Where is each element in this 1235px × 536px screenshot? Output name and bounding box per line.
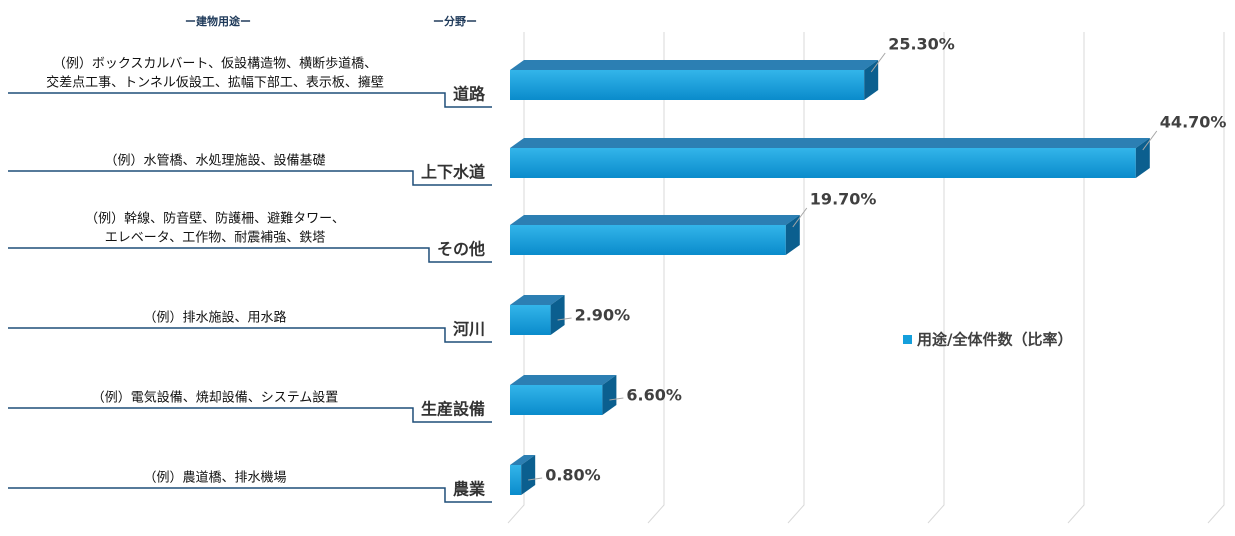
connector-line [8,92,492,108]
bar [510,148,1136,178]
connector-line [8,170,492,186]
category-label: その他 [437,240,485,259]
connector-line [8,487,492,503]
value-label: 2.90% [575,306,631,325]
value-label: 25.30% [888,35,955,54]
bar-side [550,295,565,335]
header-left: ー建物用途ー [185,14,251,28]
bar [510,70,865,100]
example-text: （例）ボックスカルバート、仮設構造物、横断歩道橋、 [53,56,377,72]
grid-line [1207,32,1225,524]
connector-line [8,247,492,263]
bar-side [521,455,536,495]
example-text: 交差点工事、トンネル仮設工、拡幅下部工、表示板、擁壁 [46,75,384,91]
category-label: 生産設備 [421,400,485,419]
bar-top [510,60,879,70]
connector-line [8,327,492,343]
bar-top [510,455,536,465]
bar [510,225,786,255]
bar [510,305,551,335]
value-label: 0.80% [545,466,601,485]
bar-top [510,215,800,225]
legend-swatch [903,335,912,344]
bar [510,465,522,495]
leader-line [528,477,543,481]
category-label: 農業 [453,480,486,499]
bar-side [785,215,800,255]
leader-line [609,397,624,401]
grid-line [1067,32,1085,524]
category-label: 上下水道 [421,163,485,182]
leader-line [557,317,572,321]
grid-line [927,32,945,524]
grid-line [647,32,665,524]
leader-line [870,52,886,73]
bar-top [510,138,1150,148]
bar-side [864,60,879,100]
bar [510,385,603,415]
example-text: （例）農道橋、排水機場 [143,471,286,486]
value-label: 44.70% [1160,113,1227,132]
header-right: ー分野ー [433,14,477,28]
legend-label: 用途/全体件数（比率） [917,331,1072,349]
value-label: 19.70% [810,190,877,209]
example-text: （例）水管橋、水処理施設、設備基礎 [104,153,325,169]
bar-top [510,375,617,385]
grid-line [507,32,525,524]
example-text: （例）排水施設、用水路 [143,310,286,326]
example-text: エレベータ、工作物、耐震補強、鉄塔 [105,231,326,246]
bar-side [1135,138,1150,178]
category-label: 河川 [453,320,485,339]
leader-line [792,207,808,228]
grid-line [787,32,805,524]
example-text: （例）電気設備、焼却設備、システム設置 [92,390,339,406]
connector-line [8,407,492,423]
leader-line [1142,130,1158,151]
value-label: 6.60% [626,386,682,405]
bar-side [602,375,617,415]
category-label: 道路 [453,85,486,104]
example-text: （例）幹線、防音壁、防護柵、避難タワー、 [85,211,345,227]
bar-top [510,295,565,305]
